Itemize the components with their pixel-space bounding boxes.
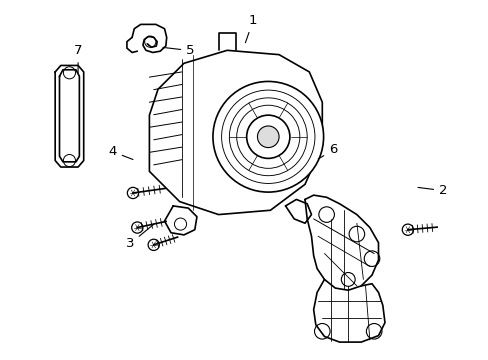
Polygon shape: [149, 50, 322, 215]
Circle shape: [366, 324, 381, 339]
Text: 5: 5: [163, 44, 194, 57]
Text: 7: 7: [74, 44, 82, 73]
Text: 3: 3: [125, 224, 153, 250]
Circle shape: [257, 126, 279, 148]
Circle shape: [318, 207, 334, 222]
Circle shape: [314, 324, 329, 339]
Text: 1: 1: [245, 14, 257, 43]
Circle shape: [63, 67, 75, 79]
Circle shape: [63, 154, 75, 167]
Circle shape: [341, 273, 354, 286]
Circle shape: [148, 239, 159, 251]
Circle shape: [246, 115, 289, 158]
Circle shape: [402, 224, 413, 235]
Circle shape: [131, 222, 142, 233]
Text: 2: 2: [417, 184, 447, 197]
Circle shape: [364, 251, 379, 266]
Circle shape: [127, 187, 138, 199]
Text: 4: 4: [108, 145, 133, 159]
Text: 6: 6: [318, 143, 337, 159]
Circle shape: [174, 218, 186, 230]
Circle shape: [348, 226, 364, 242]
Circle shape: [144, 36, 156, 47]
Circle shape: [212, 81, 323, 192]
